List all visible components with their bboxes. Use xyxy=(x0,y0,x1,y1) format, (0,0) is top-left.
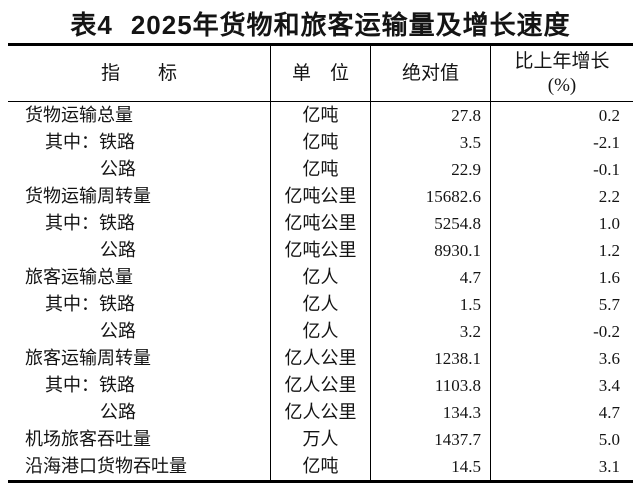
table-title-text: 2025年货物和旅客运输量及增长速度 xyxy=(130,10,571,40)
value-cell: 1238.1 xyxy=(370,345,490,372)
indicator-cell: 其中：铁路 xyxy=(45,294,135,314)
indicator-cell: 公路 xyxy=(100,402,136,422)
col-header-growth: 比上年增长 (%) xyxy=(490,46,633,101)
col-header-indicator: 指 标 xyxy=(100,62,177,84)
table-body: 货物运输总量 亿吨 27.8 0.2 其中：铁路 亿吨 3.5 -2.1 公路 … xyxy=(8,102,633,480)
table-row: 旅客运输总量 亿人 4.7 1.6 xyxy=(8,264,633,291)
table-row: 货物运输周转量 亿吨公里 15682.6 2.2 xyxy=(8,183,633,210)
indicator-cell: 机场旅客吞吐量 xyxy=(25,429,151,449)
growth-cell: -2.1 xyxy=(490,129,633,156)
col-header-growth-line2: (%) xyxy=(547,74,577,96)
table-header-row: 指 标 单 位 绝对值 比上年增长 (%) xyxy=(8,46,633,102)
unit-cell: 万人 xyxy=(270,426,370,453)
unit-cell: 亿吨 xyxy=(270,102,370,129)
indicator-cell: 货物运输周转量 xyxy=(25,186,151,206)
unit-cell: 亿人 xyxy=(270,264,370,291)
table-row: 货物运输总量 亿吨 27.8 0.2 xyxy=(8,102,633,129)
value-cell: 1437.7 xyxy=(370,426,490,453)
table-row: 沿海港口货物吞吐量 亿吨 14.5 3.1 xyxy=(8,453,633,480)
table-row: 机场旅客吞吐量 万人 1437.7 5.0 xyxy=(8,426,633,453)
value-cell: 1103.8 xyxy=(370,372,490,399)
growth-cell: 2.2 xyxy=(490,183,633,210)
value-cell: 22.9 xyxy=(370,156,490,183)
indicator-cell: 旅客运输周转量 xyxy=(25,348,151,368)
indicator-cell: 公路 xyxy=(100,159,136,179)
indicator-cell: 旅客运输总量 xyxy=(25,267,133,287)
growth-cell: 5.7 xyxy=(490,291,633,318)
growth-cell: -0.2 xyxy=(490,318,633,345)
unit-cell: 亿人 xyxy=(270,291,370,318)
indicator-cell: 公路 xyxy=(100,240,136,260)
table-row: 其中：铁路 亿人公里 1103.8 3.4 xyxy=(8,372,633,399)
unit-cell: 亿人公里 xyxy=(270,345,370,372)
indicator-cell: 公路 xyxy=(100,321,136,341)
table-row: 公路 亿人 3.2 -0.2 xyxy=(8,318,633,345)
indicator-cell: 其中：铁路 xyxy=(45,132,135,152)
table-row: 旅客运输周转量 亿人公里 1238.1 3.6 xyxy=(8,345,633,372)
indicator-cell: 其中：铁路 xyxy=(45,213,135,233)
growth-cell: -0.1 xyxy=(490,156,633,183)
table-row: 其中：铁路 亿吨 3.5 -2.1 xyxy=(8,129,633,156)
growth-cell: 0.2 xyxy=(490,102,633,129)
unit-cell: 亿吨公里 xyxy=(270,237,370,264)
table-row: 其中：铁路 亿吨公里 5254.8 1.0 xyxy=(8,210,633,237)
indicator-cell: 沿海港口货物吞吐量 xyxy=(25,456,187,476)
value-cell: 27.8 xyxy=(370,102,490,129)
growth-cell: 3.1 xyxy=(490,453,633,480)
col-header-growth-line1: 比上年增长 xyxy=(514,50,610,72)
table-row: 公路 亿人公里 134.3 4.7 xyxy=(8,399,633,426)
unit-cell: 亿吨 xyxy=(270,156,370,183)
unit-cell: 亿吨公里 xyxy=(270,183,370,210)
value-cell: 3.5 xyxy=(370,129,490,156)
indicator-cell: 其中：铁路 xyxy=(45,375,135,395)
unit-cell: 亿人 xyxy=(270,318,370,345)
unit-cell: 亿吨 xyxy=(270,453,370,480)
table-title: 表4 2025年货物和旅客运输量及增长速度 xyxy=(0,5,641,42)
table-row: 公路 亿吨 22.9 -0.1 xyxy=(8,156,633,183)
table-row: 其中：铁路 亿人 1.5 5.7 xyxy=(8,291,633,318)
unit-cell: 亿人公里 xyxy=(270,372,370,399)
value-cell: 8930.1 xyxy=(370,237,490,264)
value-cell: 1.5 xyxy=(370,291,490,318)
growth-cell: 1.6 xyxy=(490,264,633,291)
unit-cell: 亿人公里 xyxy=(270,399,370,426)
value-cell: 14.5 xyxy=(370,453,490,480)
growth-cell: 3.6 xyxy=(490,345,633,372)
growth-cell: 4.7 xyxy=(490,399,633,426)
growth-cell: 5.0 xyxy=(490,426,633,453)
unit-cell: 亿吨公里 xyxy=(270,210,370,237)
indicator-cell: 货物运输总量 xyxy=(25,105,133,125)
growth-cell: 3.4 xyxy=(490,372,633,399)
unit-cell: 亿吨 xyxy=(270,129,370,156)
statistics-table: 指 标 单 位 绝对值 比上年增长 (%) 货物运输总量 亿吨 27.8 0.2… xyxy=(8,43,633,483)
growth-cell: 1.2 xyxy=(490,237,633,264)
col-header-unit: 单 位 xyxy=(270,46,370,101)
value-cell: 5254.8 xyxy=(370,210,490,237)
value-cell: 4.7 xyxy=(370,264,490,291)
value-cell: 15682.6 xyxy=(370,183,490,210)
table-label: 表4 xyxy=(70,10,113,40)
table-row: 公路 亿吨公里 8930.1 1.2 xyxy=(8,237,633,264)
value-cell: 3.2 xyxy=(370,318,490,345)
col-header-value: 绝对值 xyxy=(370,46,490,101)
value-cell: 134.3 xyxy=(370,399,490,426)
growth-cell: 1.0 xyxy=(490,210,633,237)
